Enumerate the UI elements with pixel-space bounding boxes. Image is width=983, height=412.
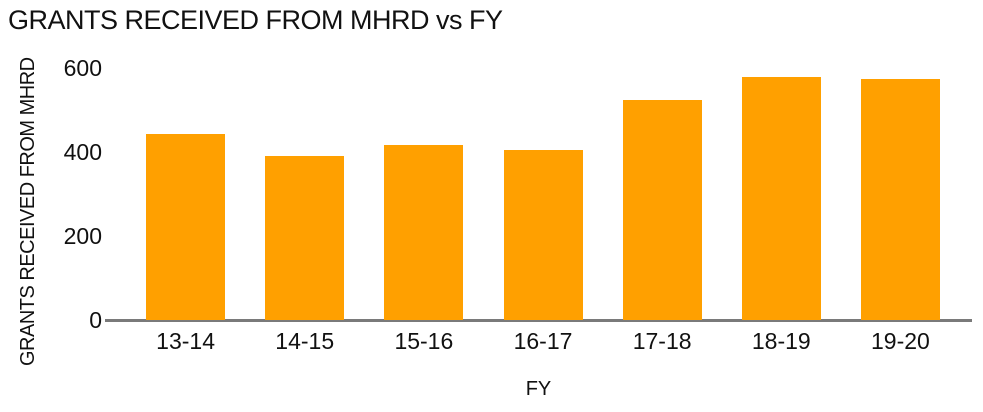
x-tick-label: 19-20 — [871, 328, 930, 354]
x-axis-title: FY — [525, 378, 552, 400]
x-tick-label: 15-16 — [394, 328, 454, 354]
x-axis-line — [105, 319, 972, 322]
y-tick-label: 400 — [63, 139, 102, 165]
bar — [146, 133, 226, 320]
y-tick-label: 0 — [89, 307, 102, 333]
bar — [860, 78, 940, 320]
x-tick-label: 18-19 — [751, 328, 811, 354]
x-tick-label: 17-18 — [632, 328, 692, 354]
chart-title: GRANTS RECEIVED FROM MHRD vs FY — [8, 5, 503, 35]
x-tick-label: 14-15 — [275, 328, 335, 354]
bar — [741, 77, 821, 320]
bar — [622, 100, 702, 320]
y-tick-label: 600 — [63, 55, 102, 81]
bar — [503, 149, 583, 320]
x-tick-label: 16-17 — [513, 328, 573, 354]
y-tick-label: 200 — [63, 223, 102, 249]
bar — [265, 156, 345, 320]
bar — [384, 144, 464, 320]
x-tick-label: 13-14 — [156, 328, 215, 354]
